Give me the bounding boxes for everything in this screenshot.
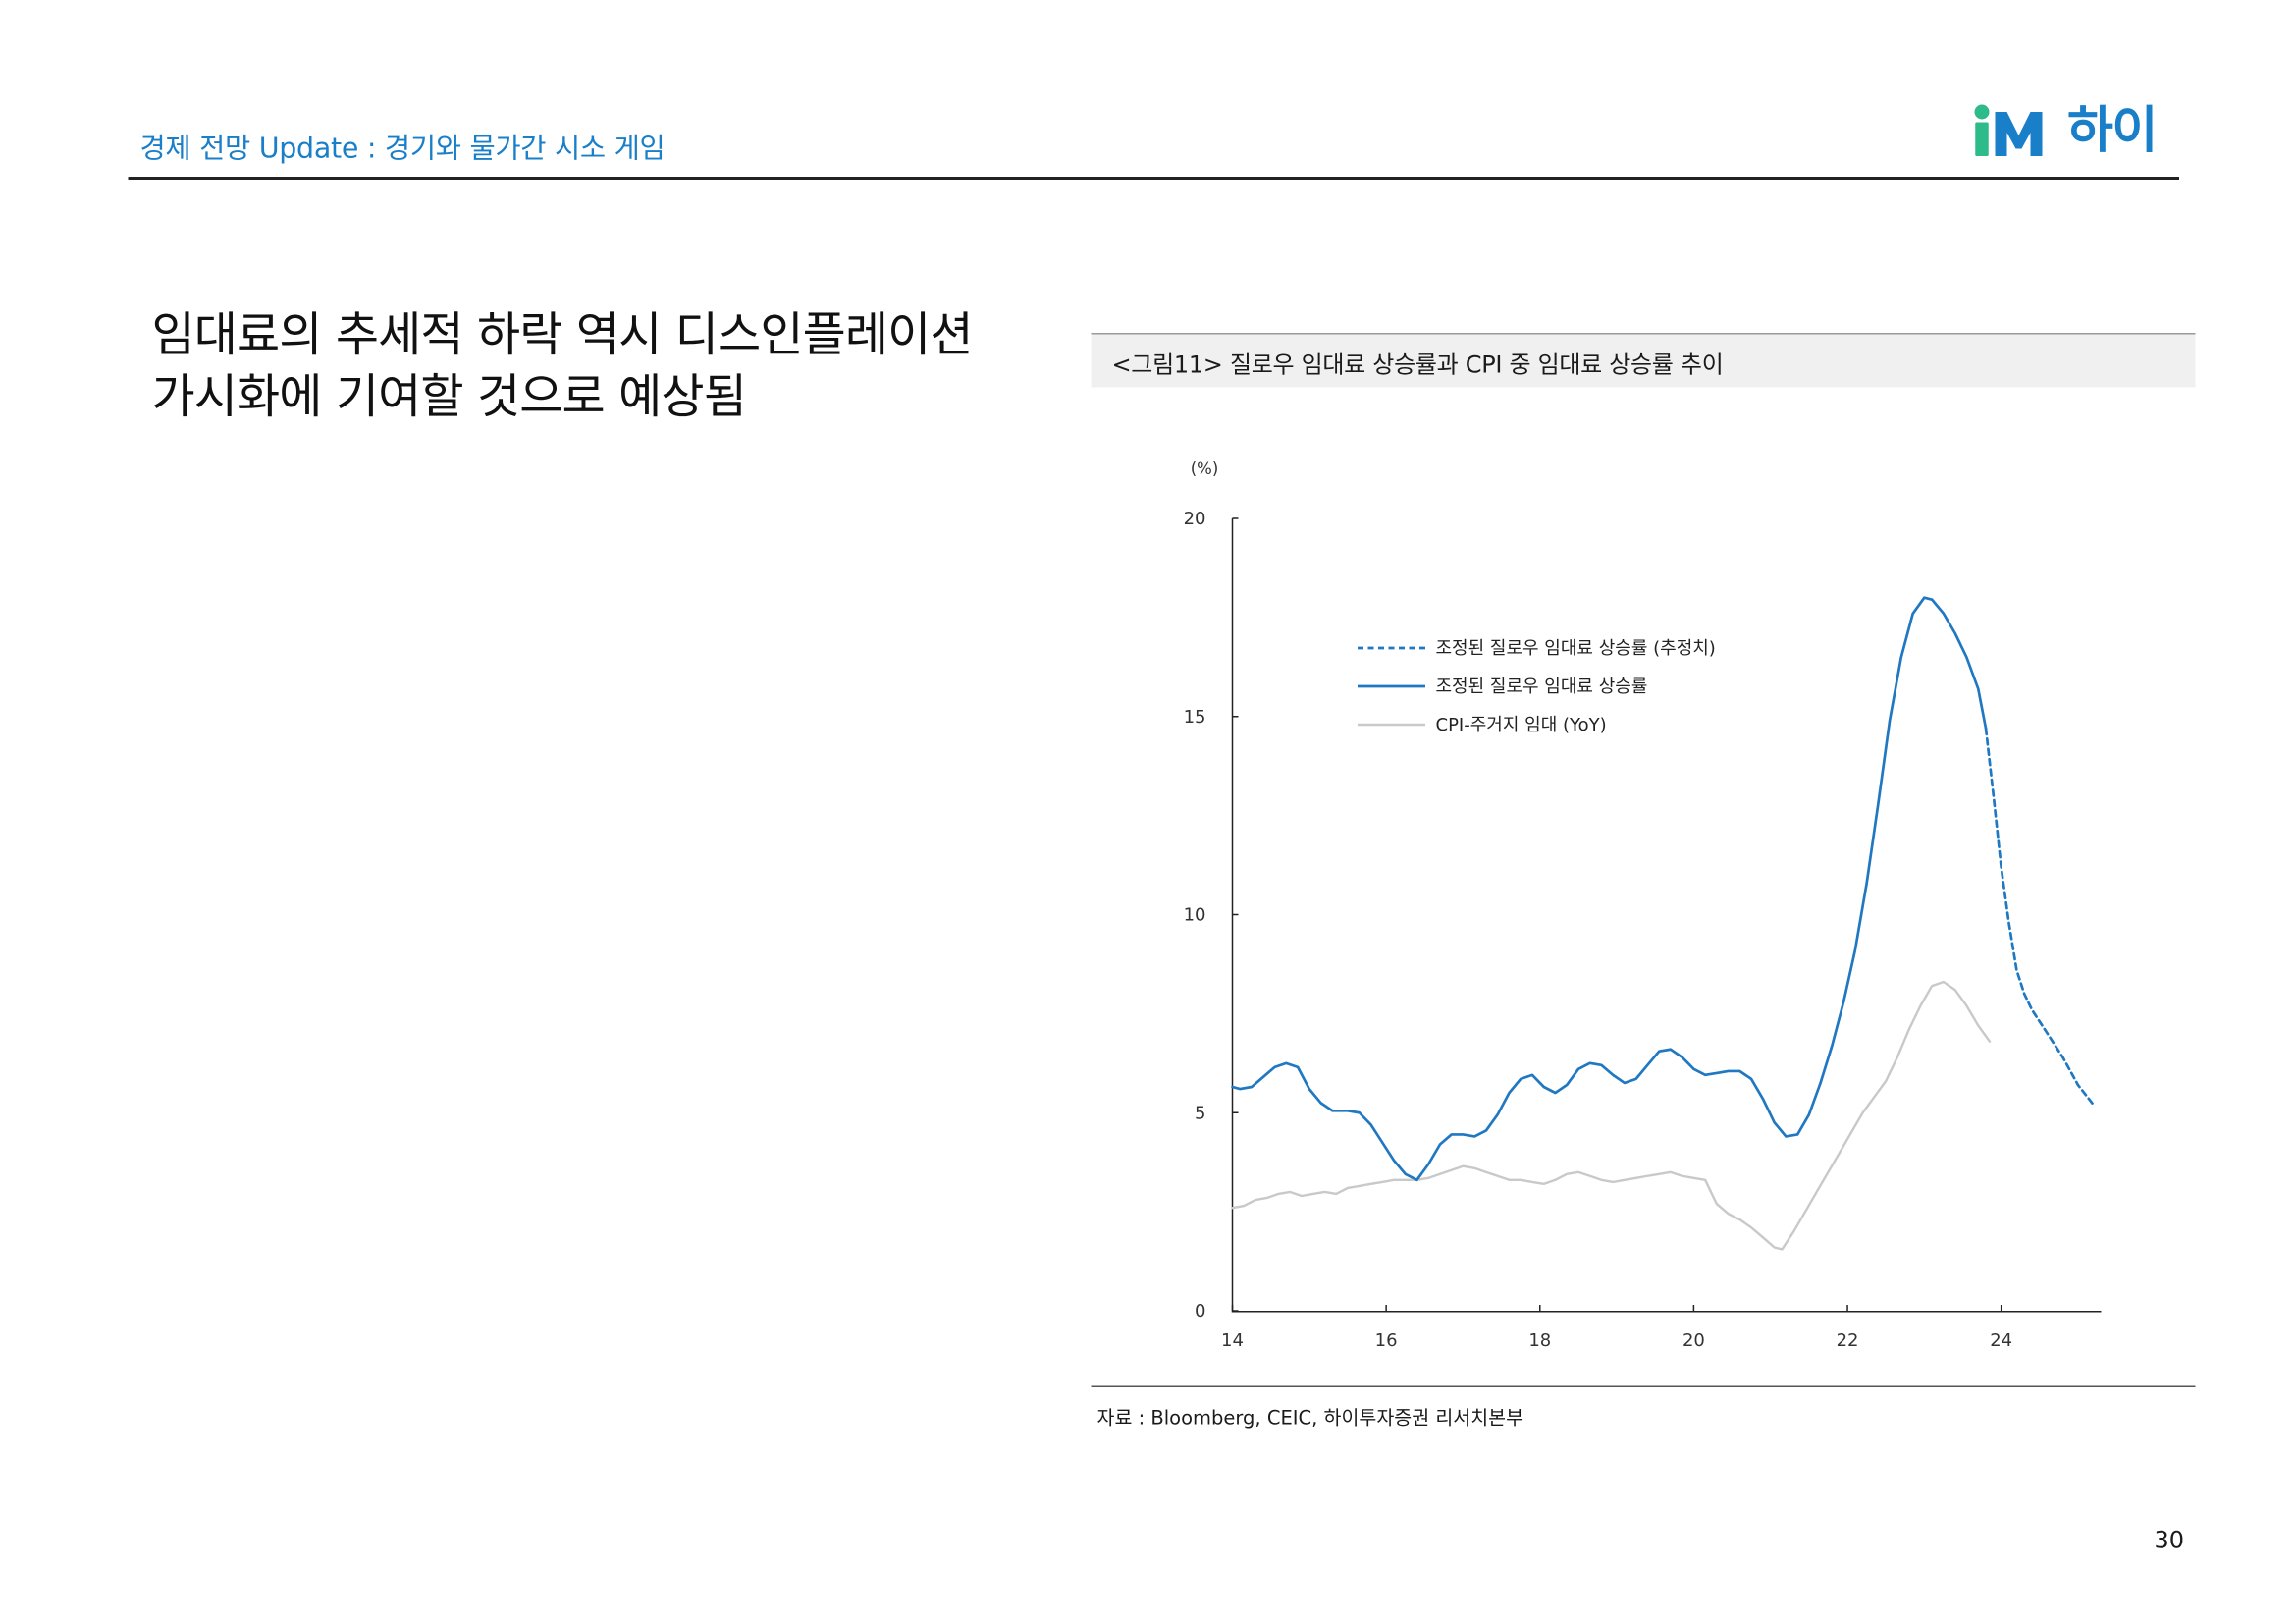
- legend-label: CPI-주거지 임대 (YoY): [1436, 715, 1607, 735]
- y-axis-unit-label: (%): [1191, 460, 1219, 478]
- chart-legend: 조정된 질로우 임대료 상승률 (추정치) 조정된 질로우 임대료 상승률 CPI-…: [1358, 638, 1716, 735]
- figure-bottom-divider: [1091, 1385, 2196, 1387]
- legend-label: 조정된 질로우 임대료 상승률 (추정치): [1436, 638, 1716, 659]
- y-tick-label: 20: [1184, 509, 1206, 529]
- y-axis-ticks: 0 5 10 15 20: [1184, 509, 1239, 1322]
- rent-growth-line-chart: (%) 0 5 10 15 20 14 16 18 20 22 24 조정된 질로우 임대료 상승…: [1184, 460, 2102, 1351]
- y-tick-label: 15: [1184, 707, 1206, 728]
- section-headline: 임대료의 추세적 하락 역시 디스인플레이션 가시화에 기여할 것으로 예상됨: [151, 306, 974, 424]
- logo-korean-text: 하이: [2067, 101, 2158, 161]
- x-tick-label: 16: [1375, 1330, 1398, 1351]
- series-line-1: [1231, 596, 1988, 1182]
- series-lines: [1231, 596, 2096, 1251]
- x-tick-label: 24: [1990, 1330, 2012, 1351]
- header-divider: [128, 177, 2179, 180]
- figure-caption: <그림11> 질로우 임대료 상승률과 CPI 중 임대료 상승률 추이: [1111, 351, 1724, 379]
- y-tick-label: 5: [1195, 1103, 1205, 1123]
- legend-label: 조정된 질로우 임대료 상승률: [1436, 677, 1648, 697]
- x-tick-label: 20: [1682, 1330, 1705, 1351]
- x-axis-ticks: 14 16 18 20 22 24: [1221, 1305, 2012, 1351]
- y-tick-label: 10: [1184, 905, 1206, 926]
- figure-caption-bar: <그림11> 질로우 임대료 상승률과 CPI 중 임대료 상승률 추이: [1091, 334, 2196, 388]
- series-line-2: [1231, 980, 1992, 1251]
- brand-logo: 하이: [1973, 100, 2158, 162]
- y-tick-label: 0: [1195, 1301, 1205, 1322]
- im-logo-icon: [1973, 103, 2061, 159]
- x-tick-label: 14: [1221, 1330, 1244, 1351]
- report-header-title: 경제 전망 Update : 경기와 물가간 시소 게임: [139, 133, 666, 165]
- x-tick-label: 18: [1528, 1330, 1551, 1351]
- series-line-0: [1984, 727, 2096, 1107]
- source-note: 자료 : Bloomberg, CEIC, 하이투자증권 리서치본부: [1096, 1408, 1524, 1431]
- page-number: 30: [2154, 1526, 2185, 1554]
- figure-top-divider: [1091, 333, 2196, 335]
- x-tick-label: 22: [1837, 1330, 1859, 1351]
